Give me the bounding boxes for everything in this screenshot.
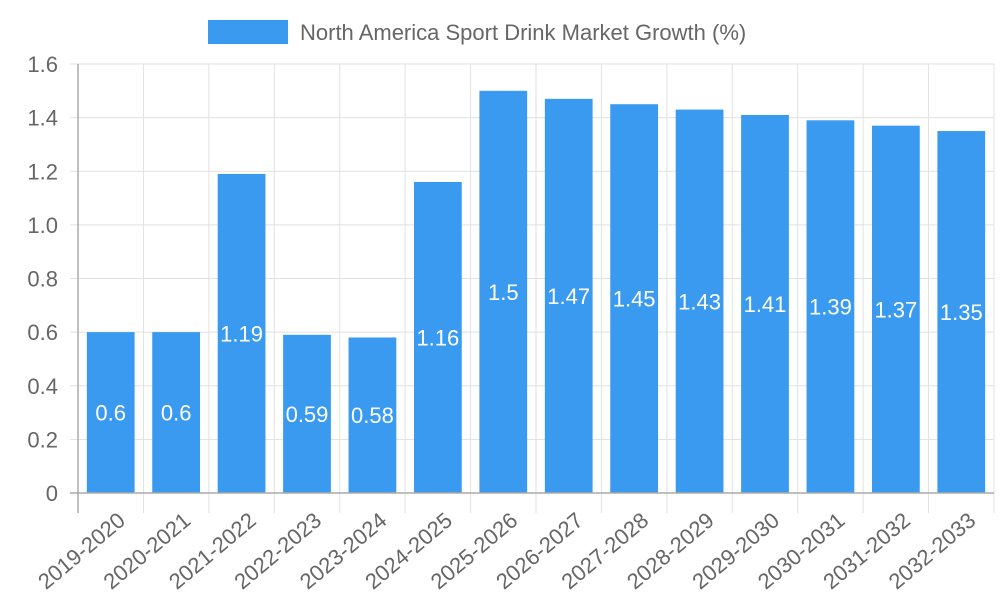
bar-value-label: 0.59 bbox=[286, 402, 329, 427]
bar[interactable] bbox=[544, 98, 593, 493]
y-tick-label: 0 bbox=[46, 481, 58, 506]
bar-value-label: 1.5 bbox=[488, 280, 519, 305]
bar[interactable] bbox=[413, 181, 462, 493]
y-tick-label: 0.2 bbox=[27, 427, 58, 452]
bar-value-label: 1.39 bbox=[809, 295, 852, 320]
y-tick-label: 1.4 bbox=[27, 106, 58, 131]
y-tick-label: 0.6 bbox=[27, 320, 58, 345]
bar[interactable] bbox=[152, 332, 201, 493]
bar[interactable] bbox=[871, 125, 920, 493]
bar-value-label: 1.19 bbox=[220, 321, 263, 346]
y-tick-label: 0.4 bbox=[27, 374, 58, 399]
bar-value-label: 1.35 bbox=[940, 300, 983, 325]
bars: 0.6 0.6 1.19 0.59 0.58 1.16 1.5 1.47 1.45 1.43 1.4… bbox=[86, 90, 986, 494]
legend-label: North America Sport Drink Market Growth … bbox=[300, 20, 746, 45]
bar[interactable] bbox=[86, 332, 135, 493]
bar[interactable] bbox=[741, 114, 789, 493]
bar-value-label: 1.43 bbox=[678, 289, 721, 314]
bar[interactable] bbox=[937, 131, 986, 493]
y-tick-label: 1.6 bbox=[27, 52, 58, 77]
bar[interactable] bbox=[479, 90, 528, 493]
gridlines bbox=[70, 63, 995, 513]
bar-value-label: 1.41 bbox=[744, 292, 787, 317]
y-tick-label: 1.2 bbox=[27, 159, 58, 184]
legend[interactable]: North America Sport Drink Market Growth … bbox=[208, 20, 746, 45]
bar[interactable] bbox=[217, 173, 266, 493]
bar[interactable] bbox=[283, 334, 331, 493]
x-axis: 2019-20202020-20212021-20222022-20232023… bbox=[33, 492, 994, 594]
bar[interactable] bbox=[675, 109, 724, 494]
bar-value-label: 0.58 bbox=[351, 403, 394, 428]
bar[interactable] bbox=[806, 120, 855, 494]
bar-value-label: 1.37 bbox=[874, 297, 917, 322]
bar-value-label: 0.6 bbox=[161, 401, 192, 426]
legend-swatch bbox=[208, 20, 288, 44]
y-tick-label: 1.0 bbox=[27, 213, 58, 238]
bar-value-label: 0.6 bbox=[95, 401, 126, 426]
bar-value-label: 1.47 bbox=[547, 284, 590, 309]
bar-value-label: 1.45 bbox=[613, 287, 656, 312]
y-tick-label: 0.8 bbox=[27, 267, 58, 292]
y-axis: 0 0.2 0.4 0.6 0.8 1.0 1.2 1.4 1.6 bbox=[27, 52, 58, 506]
bar[interactable] bbox=[610, 104, 659, 493]
bar-value-label: 1.16 bbox=[416, 325, 459, 350]
bar[interactable] bbox=[348, 337, 397, 493]
